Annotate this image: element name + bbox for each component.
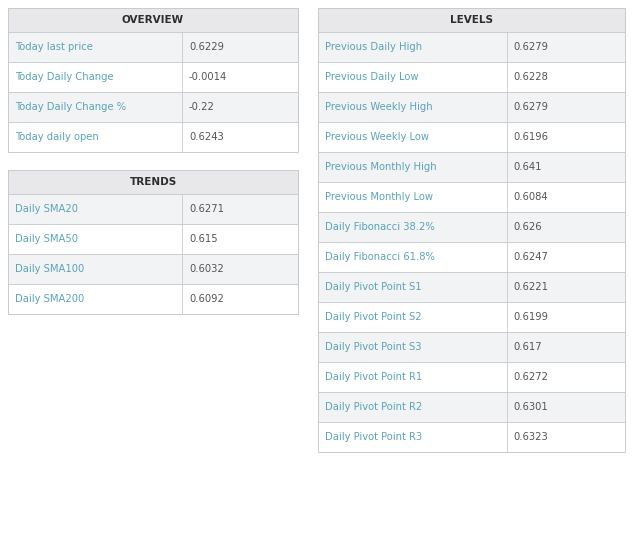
Text: 0.6229: 0.6229	[189, 42, 224, 52]
Text: 0.6199: 0.6199	[514, 312, 549, 322]
Text: Previous Daily High: Previous Daily High	[325, 42, 422, 52]
Text: LEVELS: LEVELS	[450, 15, 493, 25]
Text: -0.0014: -0.0014	[189, 72, 227, 82]
Text: 0.6092: 0.6092	[189, 294, 224, 304]
Text: Daily SMA50: Daily SMA50	[15, 234, 78, 244]
Bar	[318, 332, 625, 362]
Bar	[8, 32, 298, 62]
Text: Previous Daily Low: Previous Daily Low	[325, 72, 418, 82]
Bar	[318, 8, 625, 452]
Text: Daily SMA200: Daily SMA200	[15, 294, 84, 304]
Bar	[8, 8, 298, 152]
Text: Daily Fibonacci 38.2%: Daily Fibonacci 38.2%	[325, 222, 435, 232]
Text: 0.6323: 0.6323	[514, 432, 549, 442]
Bar	[8, 122, 298, 152]
Bar	[8, 194, 298, 224]
Text: 0.6196: 0.6196	[514, 132, 549, 142]
Bar	[8, 62, 298, 92]
Text: Previous Monthly Low: Previous Monthly Low	[325, 192, 433, 202]
Bar	[8, 170, 298, 194]
Text: 0.6279: 0.6279	[514, 42, 549, 52]
Bar	[8, 224, 298, 254]
Text: Daily SMA100: Daily SMA100	[15, 264, 84, 274]
Text: 0.6221: 0.6221	[514, 282, 549, 292]
Text: 0.6228: 0.6228	[514, 72, 549, 82]
Text: Daily Pivot Point S2: Daily Pivot Point S2	[325, 312, 422, 322]
Text: Daily Pivot Point R3: Daily Pivot Point R3	[325, 432, 422, 442]
Text: 0.6272: 0.6272	[514, 372, 549, 382]
Text: Previous Monthly High: Previous Monthly High	[325, 162, 437, 172]
Bar	[318, 152, 625, 182]
Text: Today Daily Change %: Today Daily Change %	[15, 102, 126, 112]
Text: 0.626: 0.626	[514, 222, 542, 232]
Bar	[8, 170, 298, 314]
Text: Daily Pivot Point S1: Daily Pivot Point S1	[325, 282, 422, 292]
Text: Daily Pivot Point R2: Daily Pivot Point R2	[325, 402, 422, 412]
Text: 0.6243: 0.6243	[189, 132, 223, 142]
Bar	[318, 182, 625, 212]
Text: Daily Pivot Point R1: Daily Pivot Point R1	[325, 372, 422, 382]
Bar	[318, 242, 625, 272]
Bar	[318, 302, 625, 332]
Text: TRENDS: TRENDS	[129, 177, 177, 187]
Bar	[318, 212, 625, 242]
Text: Today last price: Today last price	[15, 42, 93, 52]
Bar	[8, 254, 298, 284]
Text: 0.6084: 0.6084	[514, 192, 548, 202]
Text: 0.6032: 0.6032	[189, 264, 223, 274]
Text: -0.22: -0.22	[189, 102, 215, 112]
Bar	[318, 122, 625, 152]
Text: 0.615: 0.615	[189, 234, 218, 244]
Bar	[318, 62, 625, 92]
Bar	[318, 32, 625, 62]
Text: Today daily open: Today daily open	[15, 132, 99, 142]
Text: 0.641: 0.641	[514, 162, 542, 172]
Text: Previous Weekly Low: Previous Weekly Low	[325, 132, 429, 142]
Bar	[8, 8, 298, 32]
Text: 0.6301: 0.6301	[514, 402, 549, 412]
Text: Today Daily Change: Today Daily Change	[15, 72, 114, 82]
Text: Previous Weekly High: Previous Weekly High	[325, 102, 432, 112]
Text: 0.617: 0.617	[514, 342, 542, 352]
Text: 0.6279: 0.6279	[514, 102, 549, 112]
Bar	[318, 92, 625, 122]
Bar	[318, 8, 625, 32]
Text: Daily Pivot Point S3: Daily Pivot Point S3	[325, 342, 422, 352]
Bar	[318, 272, 625, 302]
Text: Daily Fibonacci 61.8%: Daily Fibonacci 61.8%	[325, 252, 435, 262]
Text: 0.6271: 0.6271	[189, 204, 224, 214]
Text: 0.6247: 0.6247	[514, 252, 549, 262]
Text: Daily SMA20: Daily SMA20	[15, 204, 78, 214]
Bar	[318, 422, 625, 452]
Bar	[318, 392, 625, 422]
Text: OVERVIEW: OVERVIEW	[122, 15, 184, 25]
Bar	[8, 92, 298, 122]
Bar	[318, 362, 625, 392]
Bar	[8, 284, 298, 314]
